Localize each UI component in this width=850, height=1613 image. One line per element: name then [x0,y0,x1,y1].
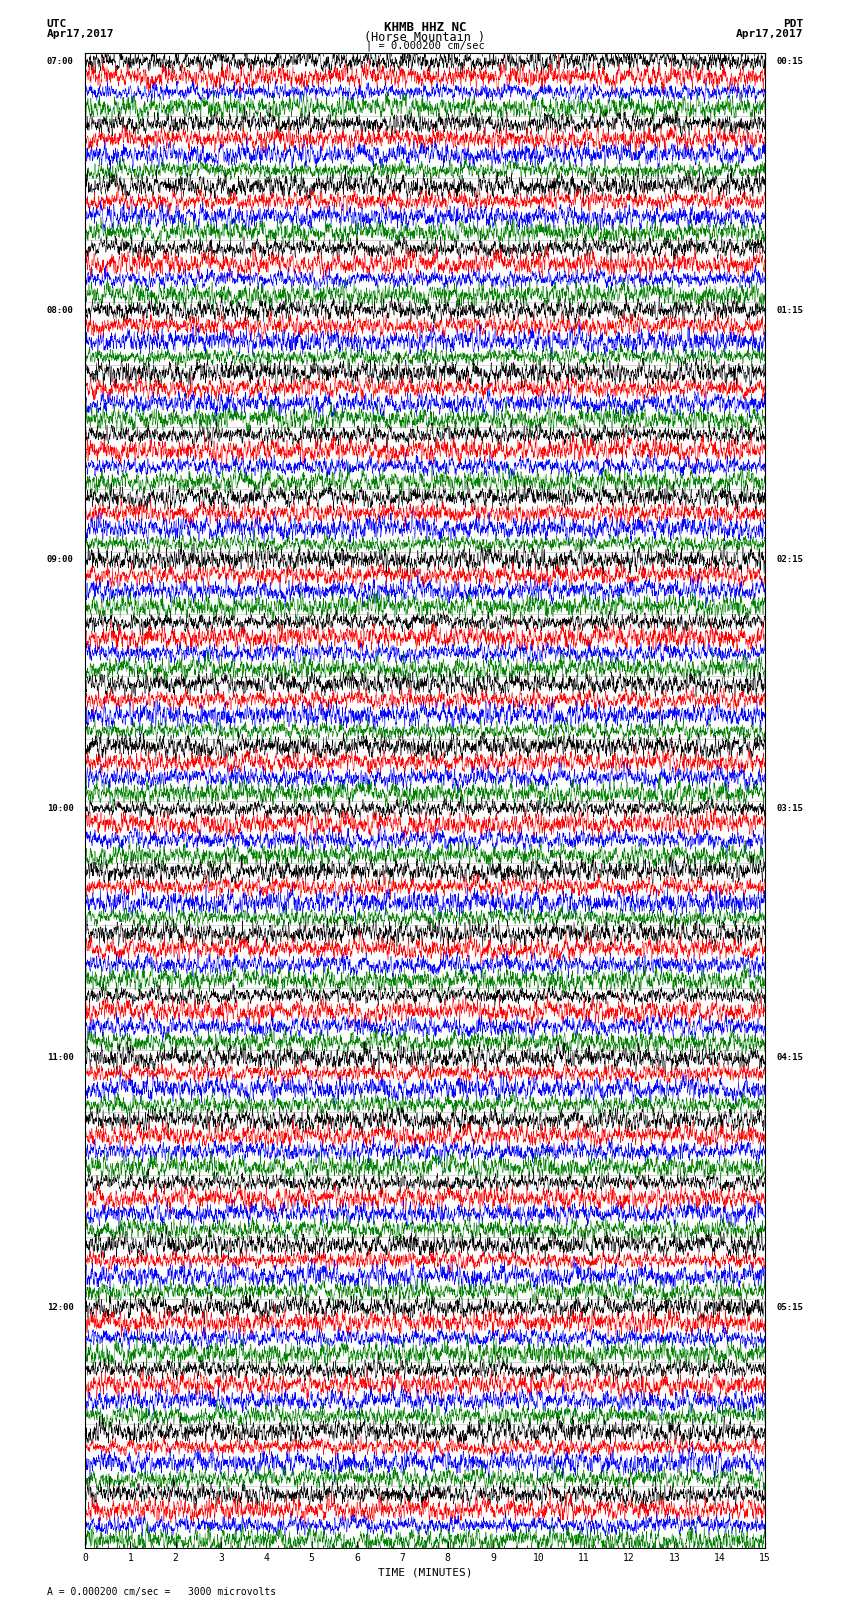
Text: 05:15: 05:15 [776,1303,803,1311]
Text: 04:15: 04:15 [776,1053,803,1063]
Text: 11:00: 11:00 [47,1053,74,1063]
Text: Apr17,2017: Apr17,2017 [47,29,114,39]
Text: 01:15: 01:15 [776,306,803,315]
Text: 00:15: 00:15 [776,56,803,66]
Text: PDT: PDT [783,19,803,29]
Text: | = 0.000200 cm/sec: | = 0.000200 cm/sec [366,40,484,52]
Text: UTC: UTC [47,19,67,29]
Text: 07:00: 07:00 [47,56,74,66]
Text: (Horse Mountain ): (Horse Mountain ) [365,31,485,44]
Text: 03:15: 03:15 [776,805,803,813]
Text: A = 0.000200 cm/sec =   3000 microvolts: A = 0.000200 cm/sec = 3000 microvolts [47,1587,276,1597]
Text: 09:00: 09:00 [47,555,74,565]
Text: 10:00: 10:00 [47,805,74,813]
Text: KHMB HHZ NC: KHMB HHZ NC [383,21,467,34]
Text: Apr17,2017: Apr17,2017 [736,29,803,39]
X-axis label: TIME (MINUTES): TIME (MINUTES) [377,1568,473,1578]
Text: 12:00: 12:00 [47,1303,74,1311]
Text: 02:15: 02:15 [776,555,803,565]
Text: 08:00: 08:00 [47,306,74,315]
